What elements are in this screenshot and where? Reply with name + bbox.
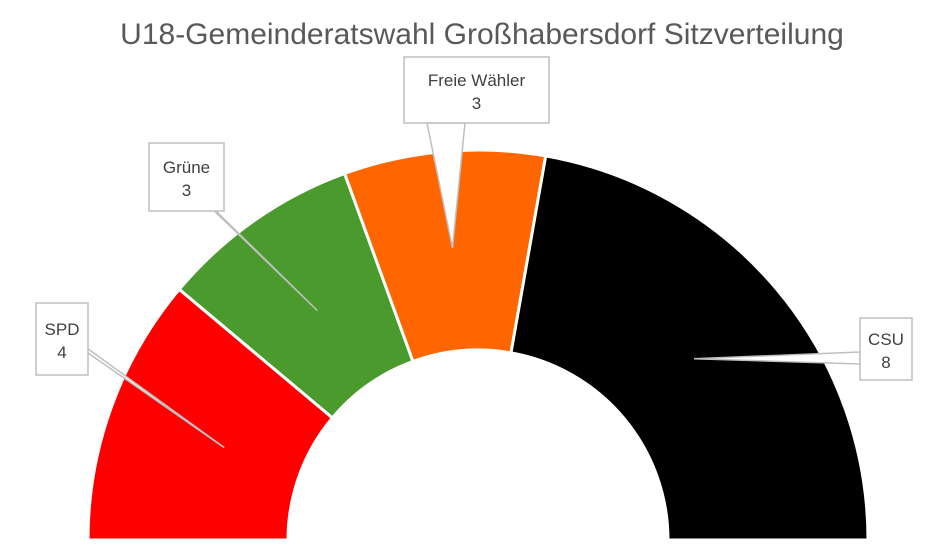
callout-box-spd	[35, 302, 89, 376]
callout-seam-spd	[80, 343, 88, 353]
callout-freie-waehler: Freie Wähler 3	[403, 56, 550, 249]
data-label-value-gruene: 3	[182, 181, 191, 200]
chart-title: U18-Gemeinderatswahl Großhabersdorf Sitz…	[120, 18, 844, 51]
chart-callouts: SPD 4 Grüne 3 Freie Wähler 3 CSU 8	[35, 56, 913, 449]
callout-seam-gruene	[206, 203, 216, 211]
callout-box-freie-waehler	[403, 56, 550, 124]
callout-gruene: Grüne 3	[148, 142, 318, 312]
data-label-value-spd: 4	[57, 343, 66, 362]
data-label-name-spd: SPD	[45, 320, 80, 339]
slice-csu	[509, 154, 870, 542]
data-label-name-freie-waehler: Freie Wähler	[428, 71, 526, 90]
callout-box-gruene	[148, 142, 225, 212]
slice-spd	[86, 287, 335, 542]
data-label-value-csu: 8	[881, 353, 890, 372]
data-label-value-freie-waehler: 3	[472, 94, 481, 113]
callout-csu: CSU 8	[693, 317, 913, 381]
data-label-name-csu: CSU	[868, 330, 904, 349]
callout-box-csu	[859, 317, 913, 381]
data-label-name-gruene: Grüne	[163, 158, 210, 177]
callout-spd: SPD 4	[35, 302, 225, 449]
chart-slices	[86, 148, 870, 542]
